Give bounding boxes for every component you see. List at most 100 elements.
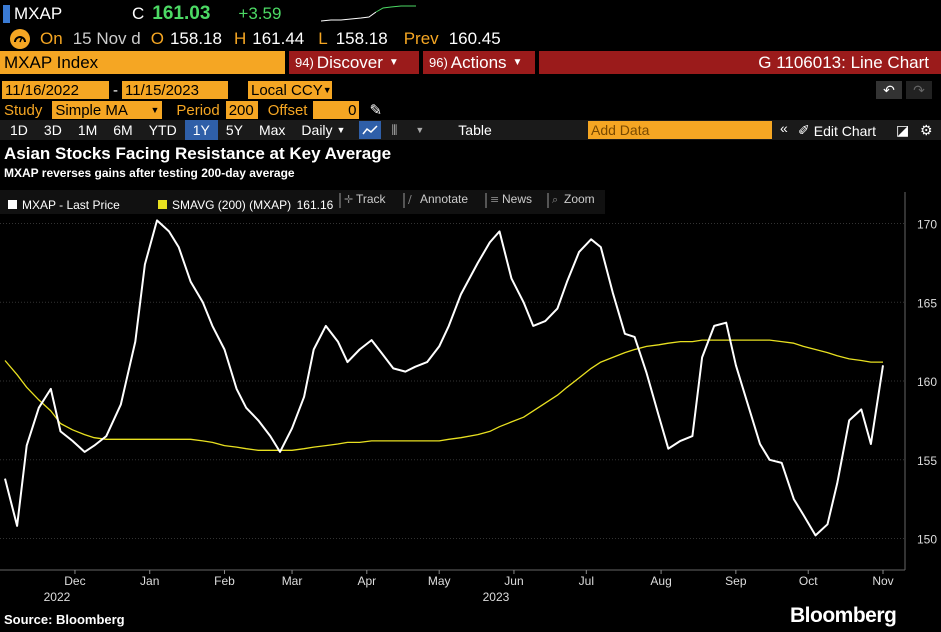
settings-icon[interactable]: ◪ (896, 122, 910, 138)
x-tick-label: Jan (140, 574, 159, 588)
change-value: +3.59 (238, 3, 282, 23)
wrench-icon: ✐ (798, 122, 810, 138)
high-label: H (233, 29, 247, 48)
tab-3d[interactable]: 3D (43, 122, 62, 138)
currency-select[interactable]: Local CCY ▼ (248, 81, 332, 99)
frequency-select[interactable]: Daily ▼ (301, 122, 345, 138)
currency-value: Local CCY (251, 81, 323, 99)
chart-tool-annotate[interactable]: Annotate (420, 192, 468, 206)
period-field[interactable]: 200 (225, 101, 258, 119)
tab-5y[interactable]: 5Y (225, 122, 243, 138)
redo-icon[interactable]: ↷ (906, 81, 932, 99)
source-note: Source: Bloomberg (4, 612, 125, 627)
pencil-icon[interactable]: ✎ (369, 102, 383, 119)
open-label: O (150, 29, 164, 48)
series-line-smavg (4, 339, 883, 451)
y-tick-label: 165 (917, 296, 937, 310)
add-data-input[interactable]: Add Data (588, 121, 772, 139)
high-value: 161.44 (252, 29, 305, 48)
year-label: 2023 (483, 590, 510, 604)
close-value: 161.03 (152, 2, 211, 24)
chevron-down-icon: ▼ (336, 125, 346, 135)
date-to-field[interactable]: 11/15/2023 (122, 81, 228, 99)
chart-subtitle: MXAP reverses gains after testing 200-da… (4, 166, 295, 180)
low-value: 158.18 (335, 29, 388, 48)
chart-tool-news[interactable]: News (502, 192, 532, 206)
legend-value: 161.16 (297, 198, 334, 212)
date-short: 15 Nov d (72, 29, 141, 48)
line-chart-icon[interactable] (359, 121, 382, 139)
frequency-value: Daily (301, 122, 333, 138)
chart-tool-zoom[interactable]: Zoom (564, 192, 595, 206)
y-tick-label: 160 (917, 375, 937, 389)
offset-field[interactable]: 0 (313, 101, 360, 119)
discover-menu[interactable]: 94) Discover ▼ (289, 51, 419, 74)
undo-icon[interactable]: ↶ (876, 81, 902, 99)
tool-divider (339, 193, 341, 208)
chevron-down-icon: ▼ (388, 57, 399, 68)
tab-max[interactable]: Max (258, 122, 286, 138)
table-button[interactable]: Table (458, 122, 492, 138)
prev-label: Prev (403, 29, 439, 48)
index-name: MXAP Index (4, 52, 99, 72)
discover-number: 94) (295, 55, 314, 70)
sparkline-chart (321, 5, 417, 21)
x-tick-label: Mar (282, 574, 303, 588)
study-row: Study Simple MA ▼ Period 200 Offset 0 ✎ (0, 100, 941, 120)
chart-title: Asian Stocks Facing Resistance at Key Av… (4, 144, 392, 163)
date-range-row: 11/16/2022 - 11/15/2023 Local CCY ▼ ↶ ↷ (0, 80, 941, 100)
y-tick-label: 170 (917, 218, 937, 232)
offset-label: Offset (267, 101, 308, 119)
chevron-down-icon: ▼ (512, 57, 523, 68)
close-label: C (132, 3, 145, 23)
index-name-field[interactable]: MXAP Index (0, 51, 285, 74)
function-toolbar: MXAP Index 94) Discover ▼ 96) Actions ▼ … (0, 51, 941, 74)
x-tick-label: Jul (579, 574, 594, 588)
actions-menu[interactable]: 96) Actions ▼ (423, 51, 535, 74)
open-value: 158.18 (169, 29, 222, 48)
series-line-last-price (4, 219, 884, 537)
year-label: 2022 (44, 590, 71, 604)
edit-chart-button[interactable]: ✐ Edit Chart (798, 122, 876, 139)
sparkline-green (376, 5, 417, 12)
legend-label: MXAP - Last Price (22, 198, 120, 212)
period-label: Period (176, 101, 220, 119)
tab-1y[interactable]: 1Y (184, 120, 218, 140)
prev-value: 160.45 (448, 29, 501, 48)
tab-ytd[interactable]: YTD (148, 122, 177, 138)
chevron-down-icon: ▼ (322, 85, 332, 95)
ticker-label[interactable]: MXAP (14, 3, 63, 23)
chart-tool-track[interactable]: Track (356, 192, 387, 206)
alert-icon[interactable] (10, 29, 30, 49)
x-tick-label: Apr (357, 574, 376, 588)
x-tick-label: Jun (504, 574, 523, 588)
quote-header-row: MXAP C 161.03 +3.59 (0, 0, 941, 27)
on-label: On (40, 29, 63, 48)
chart-id-label: G 1106013: Line Chart (758, 52, 929, 72)
tool-divider (485, 193, 487, 208)
collapse-icon[interactable]: « (780, 120, 788, 136)
low-label: L (318, 29, 328, 48)
edit-chart-label: Edit Chart (813, 122, 876, 139)
security-tab-marker (3, 4, 10, 23)
gear-icon[interactable]: ⚙ (920, 122, 933, 138)
tab-1m[interactable]: 1M (77, 122, 98, 138)
y-tick-label: 150 (917, 533, 937, 547)
y-tick-label: 155 (917, 454, 937, 468)
bar-chart-icon[interactable]: ⫴ (391, 121, 398, 138)
track-icon: ✛ (344, 193, 353, 206)
tab-6m[interactable]: 6M (113, 122, 133, 138)
ohlc-row: On 15 Nov d O 158.18 H 161.44 L 158.18 P… (0, 27, 941, 51)
study-select[interactable]: Simple MA ▼ (52, 101, 163, 119)
chevron-down-icon[interactable]: ▼ (415, 125, 425, 135)
date-separator: - (113, 81, 118, 99)
sparkline-white (321, 11, 377, 21)
period-tabbar: 1D 3D 1M 6M YTD 1Y 5Y Max Daily ▼ ⫴ ▼ Table Add… (0, 120, 941, 140)
x-tick-label: Oct (799, 574, 818, 588)
period-tabs: 1D 3D 1M 6M YTD 1Y 5Y Max (2, 120, 293, 140)
chevron-down-icon: ▼ (150, 105, 160, 115)
tab-1d[interactable]: 1D (10, 122, 28, 138)
date-from-field[interactable]: 11/16/2022 (2, 81, 109, 99)
chart-toolbar-bg (0, 190, 605, 214)
